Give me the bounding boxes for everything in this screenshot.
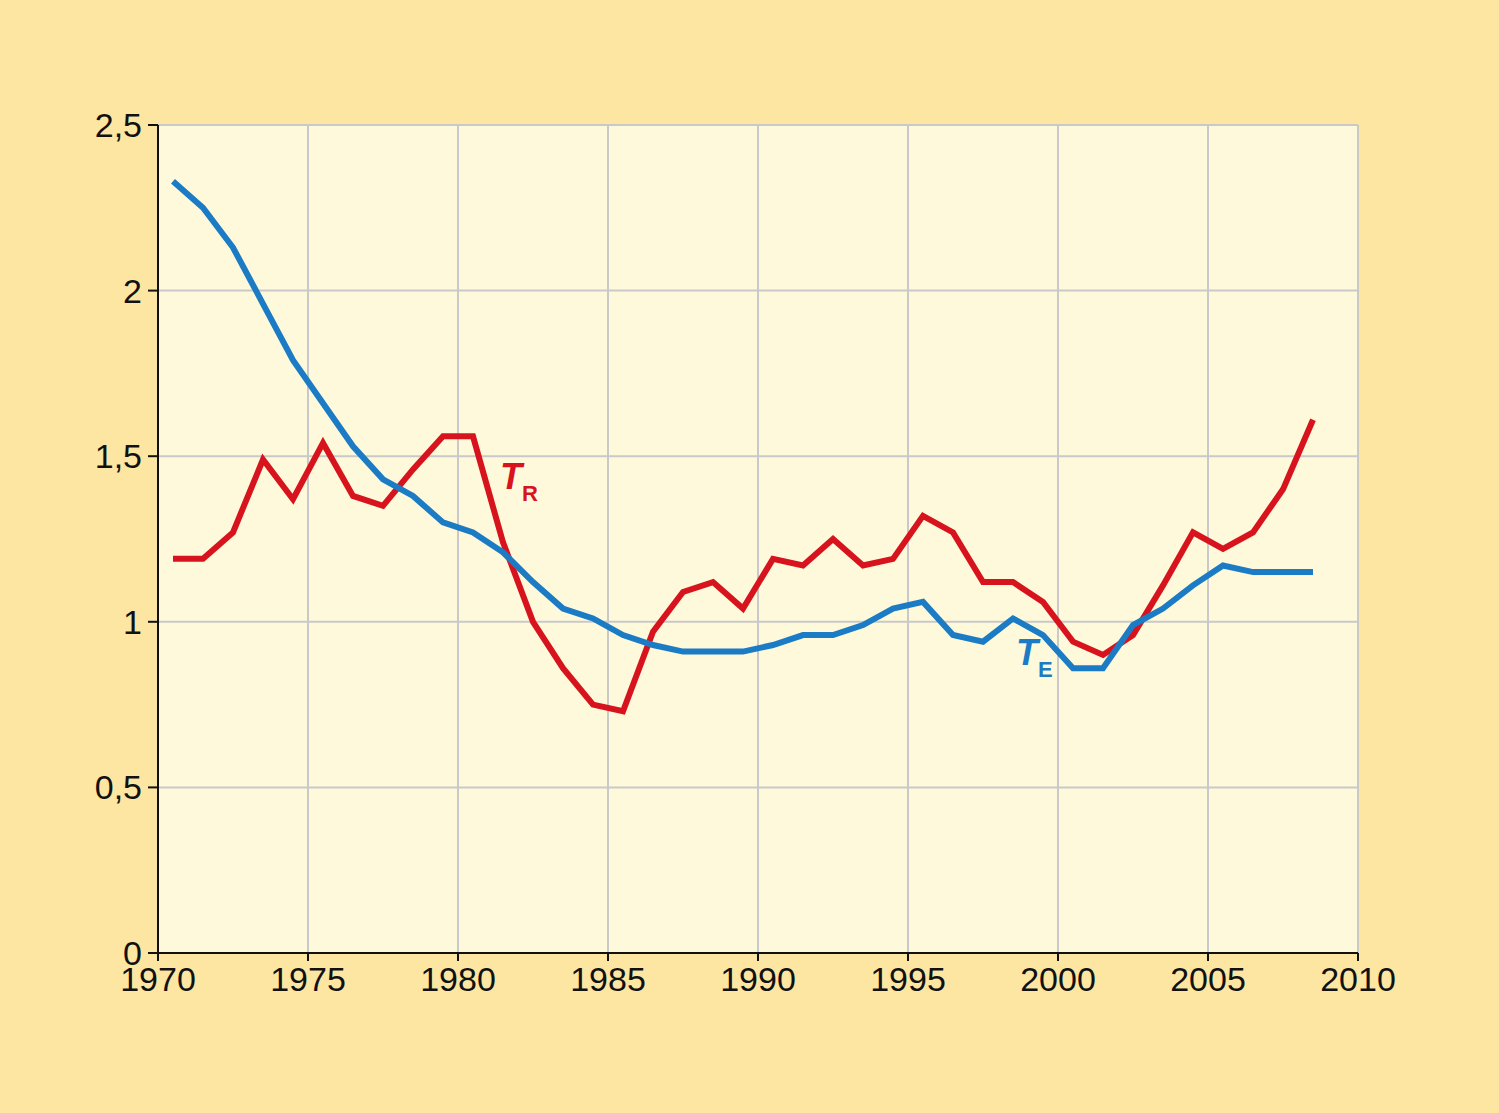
svg-text:1,5: 1,5 [95, 437, 142, 475]
svg-text:1980: 1980 [420, 960, 496, 998]
svg-text:2000: 2000 [1020, 960, 1096, 998]
svg-text:1975: 1975 [270, 960, 346, 998]
svg-text:2,5: 2,5 [95, 106, 142, 144]
svg-text:0: 0 [123, 934, 142, 972]
svg-text:0,5: 0,5 [95, 768, 142, 806]
svg-text:1995: 1995 [870, 960, 946, 998]
svg-text:1985: 1985 [570, 960, 646, 998]
svg-text:1: 1 [123, 603, 142, 641]
svg-text:1990: 1990 [720, 960, 796, 998]
svg-text:TE: TE [1016, 632, 1053, 682]
svg-text:2: 2 [123, 272, 142, 310]
svg-text:2010: 2010 [1320, 960, 1396, 998]
svg-text:1970: 1970 [120, 960, 196, 999]
svg-text:TR: TR [500, 456, 538, 506]
svg-text:2005: 2005 [1170, 960, 1246, 998]
